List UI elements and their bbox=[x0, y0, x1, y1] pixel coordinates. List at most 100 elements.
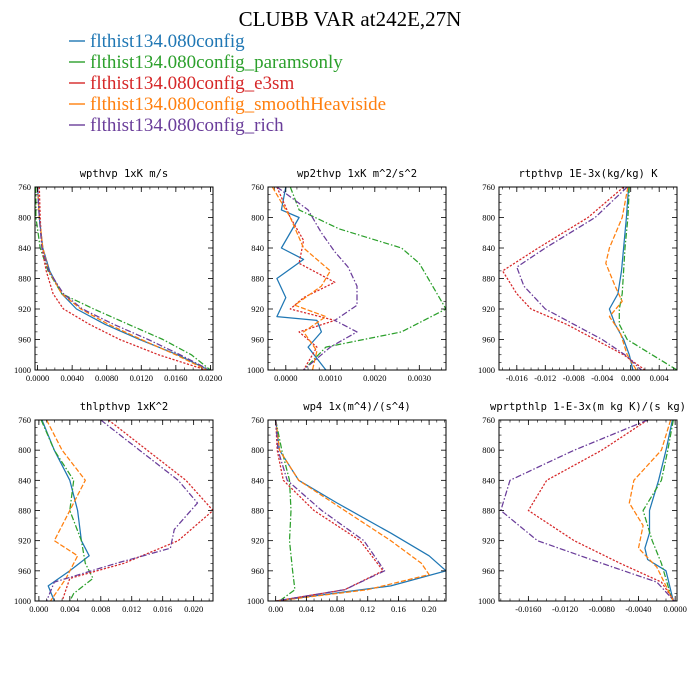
series-line bbox=[38, 187, 207, 370]
legend-entry: flthist134.080config_rich bbox=[69, 115, 284, 136]
plot-area bbox=[40, 420, 213, 601]
y-tick-label: 800 bbox=[482, 445, 495, 455]
x-tick-label: 0.000 bbox=[621, 373, 640, 383]
panel-frame bbox=[267, 419, 447, 602]
series-line bbox=[276, 187, 358, 370]
series-line bbox=[628, 420, 674, 601]
series-line bbox=[46, 420, 199, 601]
y-tick-label: 880 bbox=[482, 506, 495, 516]
chart-panel: thlpthvp 1xK^276080084088092096010000.00… bbox=[14, 401, 214, 614]
x-tick-label: -0.008 bbox=[563, 373, 585, 383]
y-tick-label: 960 bbox=[482, 335, 495, 345]
series-line bbox=[275, 420, 430, 601]
chart-panel: wprtpthlp 1-E-3x(m kg K)/(s kg) 760 800 840… bbox=[478, 401, 687, 614]
series-line bbox=[36, 187, 208, 370]
series-line bbox=[500, 420, 675, 601]
y-tick-label: 760 bbox=[482, 415, 495, 425]
x-tick-label: 0.0030 bbox=[408, 373, 431, 383]
x-tick-label: 0.0080 bbox=[95, 373, 118, 383]
series-line bbox=[527, 420, 675, 601]
figure-title: CLUBB VAR at242E,27N bbox=[239, 7, 462, 31]
x-tick-label: 0.0200 bbox=[199, 373, 222, 383]
y-tick-label: 1000 bbox=[247, 365, 264, 375]
y-tick-label: 1000 bbox=[247, 596, 264, 606]
chart-panel: wp2thvp 1xK m^2/s^2 760 800 840 880 920 960 100… bbox=[247, 168, 447, 383]
panel-frame bbox=[498, 419, 678, 602]
y-tick-label: 800 bbox=[18, 445, 31, 455]
y-tick-label: 840 bbox=[18, 243, 31, 253]
x-tick-label: 0.016 bbox=[153, 604, 172, 614]
y-tick-label: 960 bbox=[482, 566, 495, 576]
series-line bbox=[276, 187, 336, 370]
y-tick-label: 960 bbox=[251, 335, 264, 345]
legend-label: flthist134.080config_paramsonly bbox=[90, 52, 343, 73]
y-tick-label: 840 bbox=[251, 475, 264, 485]
panel-title: wp4 1x(m^4)/(s^4) bbox=[303, 401, 410, 413]
x-tick-label: -0.0120 bbox=[552, 604, 578, 614]
y-tick-label: 1000 bbox=[478, 596, 495, 606]
plot-area bbox=[271, 187, 446, 370]
series-line bbox=[61, 420, 213, 601]
panel-title: wpthvp 1xK m/s bbox=[80, 168, 169, 180]
series-line bbox=[608, 187, 634, 370]
plot-area bbox=[35, 187, 211, 370]
y-tick-label: 920 bbox=[18, 536, 31, 546]
legend: flthist134.080configflthist134.080config… bbox=[69, 31, 386, 136]
panel-frame bbox=[34, 419, 214, 602]
series-line bbox=[271, 187, 331, 370]
y-tick-label: 760 bbox=[251, 182, 264, 192]
legend-entry: flthist134.080config_smoothHeaviside bbox=[69, 94, 386, 115]
y-tick-label: 920 bbox=[482, 536, 495, 546]
x-tick-label: -0.0160 bbox=[515, 604, 541, 614]
x-tick-label: 0.0120 bbox=[130, 373, 153, 383]
chart-panel: wp4 1x(m^4)/(s^4) 760 800 840 880 920 960 1000 0… bbox=[247, 401, 447, 614]
plot-area bbox=[275, 420, 446, 601]
series-line bbox=[35, 187, 211, 370]
x-tick-label: 0.0040 bbox=[60, 373, 83, 383]
x-tick-label: 0.0010 bbox=[319, 373, 342, 383]
legend-label: flthist134.080config_e3sm bbox=[90, 73, 294, 94]
series-line bbox=[501, 187, 646, 370]
x-tick-label: -0.016 bbox=[506, 373, 528, 383]
y-tick-label: 920 bbox=[18, 304, 31, 314]
x-tick-label: 0.004 bbox=[60, 604, 80, 614]
x-tick-label: 0.0020 bbox=[363, 373, 386, 383]
panel-title: thlpthvp 1xK^2 bbox=[80, 401, 169, 413]
y-tick-label: 960 bbox=[18, 566, 31, 576]
series-line bbox=[642, 420, 674, 601]
series-line bbox=[36, 187, 210, 370]
x-tick-label: 0.12 bbox=[360, 604, 375, 614]
x-tick-label: 0.004 bbox=[650, 373, 670, 383]
y-tick-label: 960 bbox=[251, 566, 264, 576]
y-tick-label: 840 bbox=[251, 243, 264, 253]
y-tick-label: 1000 bbox=[14, 596, 31, 606]
chart-panel: wpthvp 1xK m/s76080084088092096010000.00… bbox=[14, 168, 222, 383]
series-line bbox=[276, 187, 327, 370]
y-tick-label: 1000 bbox=[478, 365, 495, 375]
x-tick-label: 0.0000 bbox=[274, 373, 297, 383]
legend-label: flthist134.080config_smoothHeaviside bbox=[90, 94, 386, 115]
y-tick-label: 800 bbox=[18, 213, 31, 223]
series-line bbox=[618, 187, 677, 370]
y-tick-label: 800 bbox=[251, 445, 264, 455]
y-tick-label: 760 bbox=[18, 415, 31, 425]
y-tick-label: 880 bbox=[251, 506, 264, 516]
series-line bbox=[275, 420, 386, 601]
y-tick-label: 920 bbox=[251, 536, 264, 546]
x-tick-label: 0.04 bbox=[299, 604, 315, 614]
y-tick-label: 840 bbox=[482, 243, 495, 253]
series-line bbox=[644, 420, 674, 601]
y-tick-label: 760 bbox=[251, 415, 264, 425]
panel-title: wp2thvp 1xK m^2/s^2 bbox=[297, 168, 417, 180]
x-tick-label: 0.000 bbox=[29, 604, 48, 614]
y-tick-label: 840 bbox=[482, 475, 495, 485]
panel-frame bbox=[267, 186, 447, 371]
x-tick-label: 0.0000 bbox=[663, 604, 686, 614]
legend-entry: flthist134.080config_paramsonly bbox=[69, 52, 343, 73]
legend-entry: flthist134.080config_e3sm bbox=[69, 73, 294, 94]
x-tick-label: 0.20 bbox=[422, 604, 437, 614]
y-tick-label: 920 bbox=[251, 304, 264, 314]
y-tick-label: 1000 bbox=[14, 365, 31, 375]
y-tick-label: 880 bbox=[482, 274, 495, 284]
